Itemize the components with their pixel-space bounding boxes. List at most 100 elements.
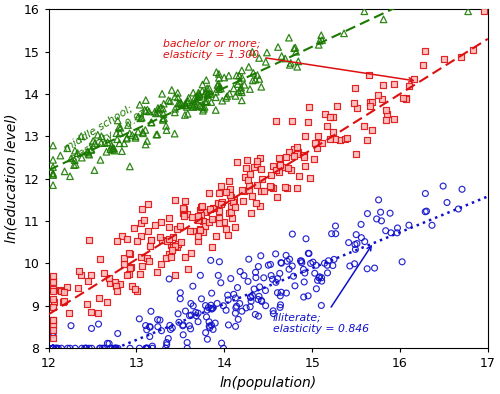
Point: [196, 207, 204, 214]
Point: [49, 329, 57, 336]
Point: [63, 284, 71, 290]
Point: [215, 71, 223, 77]
Point: [200, 104, 208, 110]
Point: [232, 310, 239, 316]
Point: [331, 136, 339, 142]
Point: [268, 184, 276, 191]
Point: [102, 149, 110, 155]
Point: [225, 210, 233, 216]
Point: [162, 345, 170, 351]
Point: [216, 84, 224, 90]
Point: [224, 292, 232, 298]
Point: [190, 102, 198, 109]
Point: [368, 98, 376, 105]
Point: [248, 210, 256, 217]
Y-axis label: ln(education level): ln(education level): [4, 114, 18, 243]
Point: [266, 184, 274, 190]
Point: [216, 258, 224, 265]
Point: [128, 283, 136, 290]
Point: [212, 94, 220, 100]
Point: [186, 228, 194, 234]
Point: [146, 242, 154, 249]
Point: [196, 227, 203, 233]
Point: [217, 201, 225, 207]
Point: [198, 82, 206, 88]
Point: [143, 138, 151, 144]
Point: [290, 273, 298, 279]
Point: [246, 86, 254, 92]
Point: [162, 342, 170, 348]
Point: [242, 165, 250, 171]
Point: [166, 98, 174, 104]
Point: [77, 133, 85, 139]
Point: [215, 208, 223, 214]
Point: [174, 244, 182, 250]
Point: [286, 167, 294, 173]
Point: [97, 140, 105, 146]
Point: [60, 289, 68, 295]
Point: [49, 171, 57, 178]
Point: [298, 260, 306, 266]
Point: [137, 115, 145, 121]
Point: [88, 345, 96, 351]
Point: [111, 279, 119, 286]
Point: [277, 260, 285, 266]
Point: [269, 308, 277, 314]
Point: [262, 303, 270, 309]
Point: [341, 136, 349, 142]
Point: [218, 340, 226, 346]
Point: [225, 72, 233, 79]
Point: [222, 95, 230, 101]
Point: [50, 299, 58, 305]
Point: [263, 49, 271, 56]
Point: [87, 147, 95, 153]
Point: [151, 108, 159, 115]
Point: [187, 249, 195, 256]
Point: [113, 136, 121, 142]
Point: [205, 190, 213, 197]
Point: [134, 128, 142, 135]
Point: [186, 312, 194, 319]
Point: [128, 132, 136, 138]
Point: [154, 323, 162, 330]
Point: [226, 91, 234, 97]
Point: [174, 310, 182, 317]
Point: [274, 44, 282, 50]
Point: [439, 183, 447, 189]
Point: [118, 233, 126, 239]
Point: [314, 42, 322, 48]
Point: [374, 91, 382, 98]
Point: [240, 82, 248, 88]
Point: [366, 98, 374, 105]
Point: [340, 30, 348, 37]
Point: [393, 230, 401, 236]
Point: [343, 135, 351, 141]
Point: [49, 288, 57, 294]
Point: [246, 171, 254, 177]
Point: [108, 147, 116, 153]
Point: [160, 111, 168, 117]
Point: [232, 323, 239, 329]
Point: [202, 314, 210, 320]
Point: [273, 193, 281, 200]
Point: [152, 132, 160, 138]
Point: [464, 8, 472, 15]
Point: [152, 269, 160, 275]
Point: [207, 302, 215, 309]
Point: [49, 182, 57, 188]
Point: [58, 345, 66, 351]
Point: [195, 91, 203, 97]
Point: [142, 127, 150, 133]
Point: [60, 168, 68, 175]
Point: [262, 287, 270, 294]
Point: [312, 262, 320, 268]
Point: [132, 238, 140, 244]
Point: [231, 204, 239, 210]
Point: [302, 236, 310, 242]
Point: [248, 292, 256, 299]
Point: [314, 133, 322, 139]
Point: [370, 265, 378, 271]
Point: [162, 255, 170, 261]
Point: [260, 188, 268, 194]
Point: [108, 145, 116, 151]
